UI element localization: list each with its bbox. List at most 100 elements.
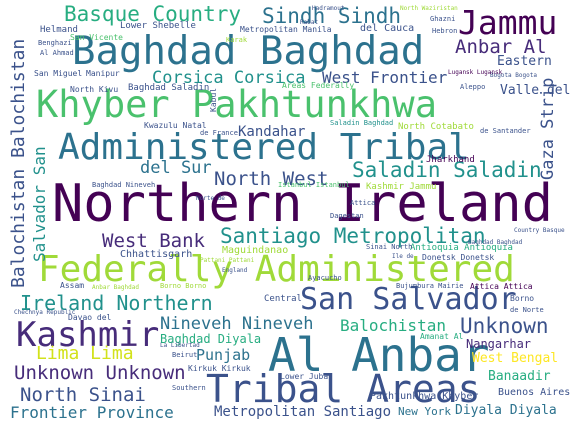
word-san-vicente: San Vicente xyxy=(70,33,123,42)
word-ireland-northern: Ireland Northern xyxy=(20,291,213,315)
word-del-cauca: del Cauca xyxy=(360,23,415,34)
word-pattani-pattani: Pattani Pattani xyxy=(200,257,255,264)
word-antioquia-antioquia: Antioquia Antioquia xyxy=(410,243,513,253)
word-banaadir: Banaadir xyxy=(488,369,551,384)
word-san-miguel: San Miguel xyxy=(34,69,83,78)
word-sindh-sindh: Sindh Sindh xyxy=(262,4,402,28)
word-aleppo: Aleppo xyxy=(460,83,486,91)
word-hebron: Hebron xyxy=(432,27,458,35)
word-kashmir-jammu: Kashmir Jammu xyxy=(366,182,437,192)
word-rabat: Rabat xyxy=(300,19,319,26)
word-kirkuk-kirkuk: Kirkuk Kirkuk xyxy=(188,364,251,373)
word-istanbul-istanbul: Istanbul Istanbul xyxy=(278,181,350,189)
word-chhattisgarh: Chhattisgarh xyxy=(120,249,193,260)
word-karak: Karak xyxy=(226,36,248,44)
word-beirut: Beirut xyxy=(172,351,198,359)
word-new-york: New York xyxy=(398,405,451,418)
word-maguindanao: Maguindanao xyxy=(222,245,289,256)
word-west-bank: West Bank xyxy=(102,230,205,252)
word-kandahar: Kandahar xyxy=(238,124,306,140)
word-kashmir: Kashmir xyxy=(16,315,160,355)
word-donetsk-donetsk: Donetsk Donetsk xyxy=(422,253,495,262)
word-nangarhar: Nangarhar xyxy=(466,337,532,351)
word-ile-de: Ile de xyxy=(392,253,414,260)
word-england: England xyxy=(222,267,248,274)
word-bujumbura-mairie: Bujumbura Mairie xyxy=(396,282,464,290)
word-helmand: Helmand xyxy=(40,25,78,35)
word-baghdad-saladin: Baghdad Saladin xyxy=(128,83,210,93)
word-jharkhand: Jharkhand xyxy=(426,155,475,165)
word-eastern: Eastern xyxy=(497,54,552,69)
word-kwazulu-natal: Kwazulu Natal xyxy=(144,121,207,130)
word-anbar-al: Anbar Al xyxy=(455,36,547,58)
word-north-sinai: North Sinai xyxy=(20,384,146,406)
word-ghazni: Ghazni xyxy=(430,15,456,23)
word-khyber-pakhtunkhwa: Khyber Pakhtunkhwa xyxy=(36,83,437,126)
word-santiago-metropolitan: Santiago Metropolitan xyxy=(220,224,486,248)
word-west-frontier: West Frontier xyxy=(322,68,448,87)
word-saladin-baghdad: Saladin Baghdad xyxy=(330,119,394,127)
word-unknown: Unknown xyxy=(460,314,549,338)
word-administered-tribal: Administered Tribal xyxy=(58,127,470,168)
word-valle-del: Valle del xyxy=(500,83,571,98)
word-lower-juba: Lower Juba xyxy=(280,372,329,381)
word-diyala-diyala: Diyala Diyala xyxy=(455,403,557,418)
word-al-anbar: Al Anbar xyxy=(268,328,490,382)
word-baghdad-baghdad-small: Baghdad Baghdad xyxy=(468,239,523,246)
word-assam: Assam xyxy=(60,281,85,290)
word-southern: Southern xyxy=(172,384,206,392)
word-hadramout: Hadramout xyxy=(312,5,345,12)
word-northern-ireland: Northern Ireland xyxy=(52,174,553,234)
word-metropolitan-manila: Metropolitan Manila xyxy=(240,25,332,34)
word-baghdad-nineveh: Baghdad Nineveh xyxy=(92,181,156,189)
word-attica: Attica xyxy=(350,199,376,207)
word-balochistan: Balochistan xyxy=(340,316,446,335)
word-north-cotabato: North Cotabato xyxy=(398,122,474,132)
word-north-kivu: North Kivu xyxy=(70,85,119,94)
word-bogota-bogota: Bogota Bogota xyxy=(490,72,537,79)
word-corsica-corsica: Corsica Corsica xyxy=(152,68,306,88)
word-de-france: de France xyxy=(200,129,238,137)
word-north-west: North West xyxy=(214,168,329,190)
word-dagestan: Dagestan xyxy=(330,212,364,220)
word-al-ahmad: Al Ahmad xyxy=(40,49,74,57)
word-metropolitan-santiago: Metropolitan Santiago xyxy=(214,404,392,420)
word-unknown-unknown: Unknown Unknown xyxy=(14,362,186,384)
word-tribal-areas: Tribal Areas xyxy=(206,367,481,411)
word-frontier-province: Frontier Province xyxy=(10,403,174,422)
word-north-waziristan: North Waziristan xyxy=(400,5,458,12)
word-basque-country: Basque Country xyxy=(64,2,242,26)
word-lima-lima: Lima Lima xyxy=(36,343,134,364)
word-sinai-north: Sinai North xyxy=(366,243,413,251)
word-chechnya-republic: Chechnya Republic xyxy=(14,309,76,316)
word-balochistan-balochistan: Balochistan Balochistan xyxy=(8,38,29,288)
word-buenos-aires: Buenos Aires xyxy=(498,387,571,398)
word-salvador-san: Salvador San xyxy=(30,146,49,262)
word-central: Central xyxy=(264,294,302,304)
word-jammu: Jammu xyxy=(458,3,558,42)
word-lugansk-lugansk: Lugansk Lugansk xyxy=(448,69,503,76)
word-kabul: Kabul xyxy=(209,87,218,112)
word-borno: Borno xyxy=(510,294,535,303)
word-benghazi: Benghazi xyxy=(38,39,72,47)
word-anbar-baghdad: Anbar Baghdad xyxy=(92,284,139,291)
word-west-bengal: West Bengal xyxy=(472,351,559,366)
word-baghdad-diyala: Baghdad Diyala xyxy=(160,332,262,346)
word-amanat-al: Amanat Al xyxy=(420,332,464,341)
word-baghdad-baghdad: Baghdad Baghdad xyxy=(72,29,425,74)
word-nineveh-nineveh: Nineveh Nineveh xyxy=(160,314,314,334)
word-borno-borno: Borno Borno xyxy=(160,282,207,290)
word-gaza-strip: Gaza Strip xyxy=(538,77,558,180)
word-del-sur: del Sur xyxy=(140,158,212,178)
word-areas-federally: Areas Federally xyxy=(282,81,355,90)
word-la-libertad: La Libertad xyxy=(160,342,200,349)
word-san-salvador: San Salvador xyxy=(300,282,517,317)
word-manipur: Manipur xyxy=(86,69,120,78)
word-attica-attica: Attica Attica xyxy=(470,282,533,291)
word-de-norte: de Norte xyxy=(510,306,544,314)
word-country-basque: Country Basque xyxy=(514,227,565,234)
word-federally-administered: Federally Administered xyxy=(38,249,515,290)
word-pakhtunkhwa-khyber: Pakhtunkhwa Khyber xyxy=(370,391,479,402)
word-punjab: Punjab xyxy=(196,346,251,364)
